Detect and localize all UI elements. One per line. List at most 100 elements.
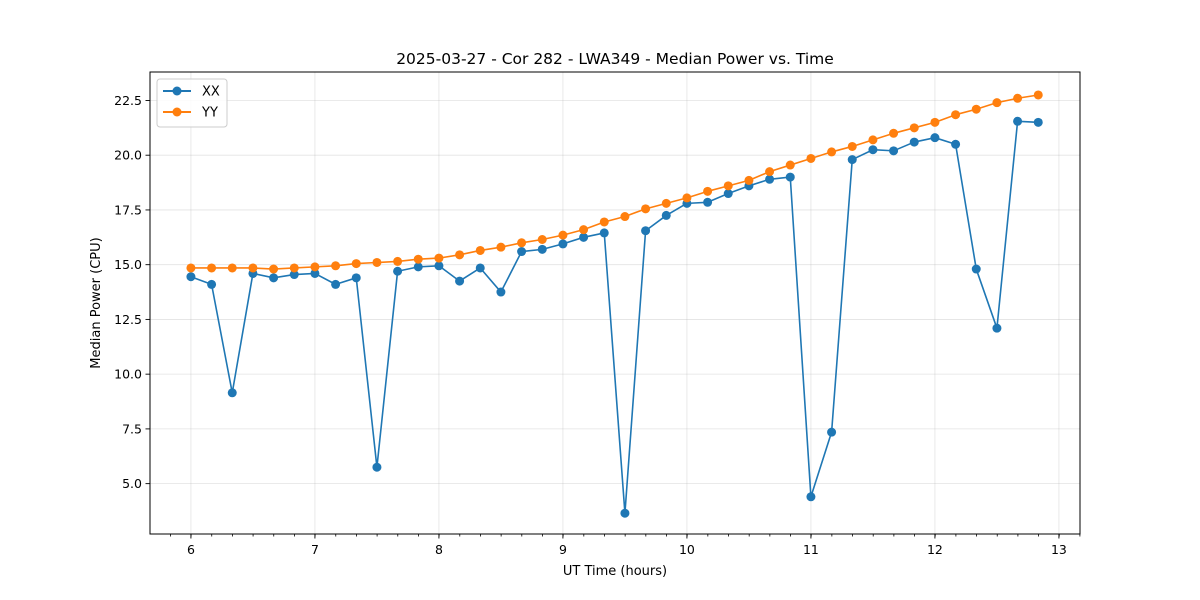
series-xx-point xyxy=(930,133,940,143)
series-xx-point xyxy=(723,189,733,199)
series-xx-point xyxy=(434,261,444,271)
series-xx-point xyxy=(537,244,547,254)
x-tick-label: 12 xyxy=(927,542,943,557)
series-xx-point xyxy=(661,210,671,220)
series-yy-point xyxy=(1013,93,1023,103)
series-xx-point xyxy=(641,226,651,236)
series-yy-point xyxy=(558,230,568,240)
series-yy-point xyxy=(537,235,547,245)
series-yy-point xyxy=(475,245,485,255)
series-xx-point xyxy=(496,287,506,297)
series-yy-point xyxy=(992,98,1002,108)
series-xx-point xyxy=(207,279,217,289)
series-xx-point xyxy=(785,172,795,182)
series-yy-point xyxy=(930,117,940,127)
series-yy-point xyxy=(207,263,217,273)
series-yy-point xyxy=(434,253,444,263)
legend-yy-label: YY xyxy=(201,106,218,121)
series-xx-point xyxy=(372,462,382,472)
x-tick-label: 11 xyxy=(803,542,819,557)
series-xx-point xyxy=(847,155,857,165)
series-xx-point xyxy=(1033,117,1043,127)
series-xx-point xyxy=(620,508,630,518)
plot-frame xyxy=(149,71,1081,535)
series-xx-point xyxy=(517,247,527,257)
series-yy-point xyxy=(951,110,961,120)
y-tick-label: 17.5 xyxy=(114,202,142,217)
series-yy-point xyxy=(1033,90,1043,100)
series-xx-point xyxy=(186,272,196,282)
series-yy-point xyxy=(186,263,196,273)
x-axis-ticks: 6 7 8 9 10 11 12 13 xyxy=(169,534,1081,557)
series-xx-point xyxy=(227,388,237,398)
series-yy-point xyxy=(393,256,403,266)
series-yy-point xyxy=(889,128,899,138)
series-yy-point xyxy=(868,135,878,145)
series-yy-point xyxy=(806,153,816,163)
x-tick-label: 9 xyxy=(559,542,567,557)
series-xx-point xyxy=(889,146,899,156)
series-yy-point xyxy=(331,261,341,271)
series-xx-point xyxy=(868,145,878,155)
series-yy-point xyxy=(310,262,320,272)
series-xx-point xyxy=(909,137,919,147)
y-tick-label: 20.0 xyxy=(114,148,142,163)
series-yy-point xyxy=(682,193,692,203)
chart-title: 2025-03-27 - Cor 282 - LWA349 - Median P… xyxy=(396,50,834,68)
x-tick-label: 8 xyxy=(435,542,443,557)
series-yy-point xyxy=(248,263,258,273)
y-axis-ticks: 5.0 7.5 10.0 12.5 15.0 17.5 20.0 22.5 xyxy=(114,93,150,491)
x-tick-label: 10 xyxy=(679,542,695,557)
legend-yy-marker xyxy=(172,107,182,117)
series-xx-point xyxy=(413,262,423,272)
series-yy-point xyxy=(703,186,713,196)
series-yy-point xyxy=(641,204,651,214)
series-yy-point xyxy=(269,264,279,274)
series-xx-point xyxy=(579,232,589,242)
legend: XX YY xyxy=(156,78,228,128)
series-yy-point xyxy=(579,225,589,235)
y-tick-label: 5.0 xyxy=(122,476,142,491)
series-xx-point xyxy=(393,266,403,276)
y-axis-label: Median Power (CPU) xyxy=(89,237,104,368)
series-yy-point xyxy=(765,167,775,177)
x-axis-label: UT Time (hours) xyxy=(563,564,667,579)
series-yy-point xyxy=(351,259,361,269)
series-yy-point xyxy=(620,212,630,222)
series-xx-point xyxy=(827,427,837,437)
series-xx-point xyxy=(951,139,961,149)
x-tick-label: 13 xyxy=(1051,542,1067,557)
series-yy-point xyxy=(723,181,733,191)
series-xx-point xyxy=(331,279,341,289)
series-xx-point xyxy=(289,270,299,280)
series-xx-point xyxy=(992,323,1002,333)
series-yy-point xyxy=(909,123,919,133)
series-yy-point xyxy=(847,141,857,151)
series-yy-point xyxy=(517,238,527,248)
y-tick-label: 22.5 xyxy=(114,93,142,108)
x-tick-label: 7 xyxy=(311,542,319,557)
y-tick-label: 7.5 xyxy=(122,421,142,436)
x-tick-label: 6 xyxy=(187,542,195,557)
series-yy-point xyxy=(661,198,671,208)
series-xx-point xyxy=(599,228,609,238)
y-tick-label: 10.0 xyxy=(114,367,142,382)
series-xx-point xyxy=(269,273,279,283)
series-xx-point xyxy=(703,197,713,207)
series-yy-point xyxy=(372,257,382,267)
series-yy-point xyxy=(971,104,981,114)
series-yy-point xyxy=(785,160,795,170)
series-yy-point xyxy=(289,263,299,273)
legend-xx-label: XX xyxy=(202,85,220,100)
series-yy-point xyxy=(599,217,609,227)
series-yy-point xyxy=(496,242,506,252)
series-xx-point xyxy=(310,268,320,278)
series-layer xyxy=(186,90,1043,518)
y-tick-label: 12.5 xyxy=(114,312,142,327)
series-xx-point xyxy=(455,276,465,286)
series-yy-point xyxy=(744,175,754,185)
series-xx-point xyxy=(971,264,981,274)
series-yy-point xyxy=(413,254,423,264)
series-xx-point xyxy=(1013,116,1023,126)
series-xx-point xyxy=(558,239,568,249)
